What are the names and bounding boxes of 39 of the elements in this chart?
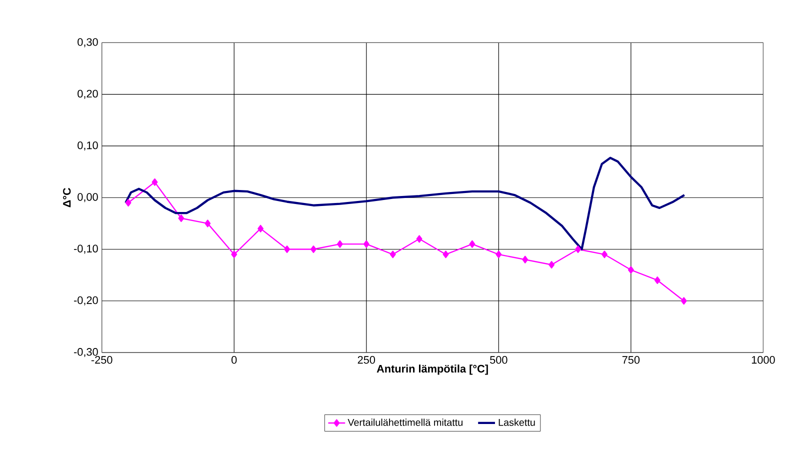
y-tick-label: 0,20 [78,90,98,99]
point [284,246,290,254]
y-tick-label: 0,30 [78,38,98,48]
point [575,246,581,254]
point [548,261,555,269]
y-tick-label: -0,30 [74,348,98,358]
x-tick-label: 1000 [752,356,775,364]
y-tick-label: -0,10 [74,244,98,254]
point [522,256,528,264]
point [125,199,132,207]
point [204,220,211,228]
point [416,235,422,243]
point [628,266,634,274]
point [178,214,184,222]
point [258,224,264,232]
point [602,250,608,258]
point [310,246,316,254]
point [680,297,687,305]
point [363,240,370,248]
point [231,250,238,258]
x-tick-label: 500 [490,356,508,364]
point [469,240,476,248]
point [442,250,449,258]
y-axis-title: Δ°C [63,188,71,208]
x-tick-label: 0 [232,356,237,364]
x-tick-label: -250 [91,356,112,364]
legend-label: Vertailulähettimellä mitattu [348,418,462,426]
point [336,240,343,248]
x-tick-label: 250 [358,356,376,364]
point [152,178,158,186]
y-tick-label: 0,10 [78,142,98,151]
point [496,250,502,258]
point [390,250,396,258]
y-tick-label: 0,00 [78,193,98,202]
legend-label: Laskettu [498,418,535,426]
x-tick-label: 750 [622,356,640,364]
y-tick-label: -0,20 [74,296,98,306]
point [654,276,660,284]
x-axis-title: Anturin lämpötila [°C] [376,364,488,375]
